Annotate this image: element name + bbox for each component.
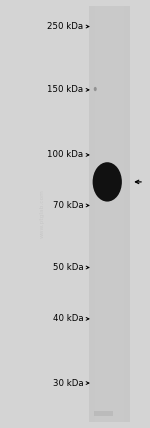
Bar [95,6,124,422]
Text: 250 kDa: 250 kDa [47,22,83,31]
Bar [94,411,113,416]
Text: www.ptglab.com: www.ptglab.com [39,190,45,238]
Text: 50 kDa: 50 kDa [53,263,83,272]
Text: 100 kDa: 100 kDa [47,150,83,160]
Text: 150 kDa: 150 kDa [47,85,83,95]
Text: 40 kDa: 40 kDa [53,314,83,324]
Ellipse shape [93,162,122,202]
Text: 70 kDa: 70 kDa [53,201,83,210]
Bar [89,6,130,422]
Text: 30 kDa: 30 kDa [53,378,83,388]
Ellipse shape [94,87,97,91]
